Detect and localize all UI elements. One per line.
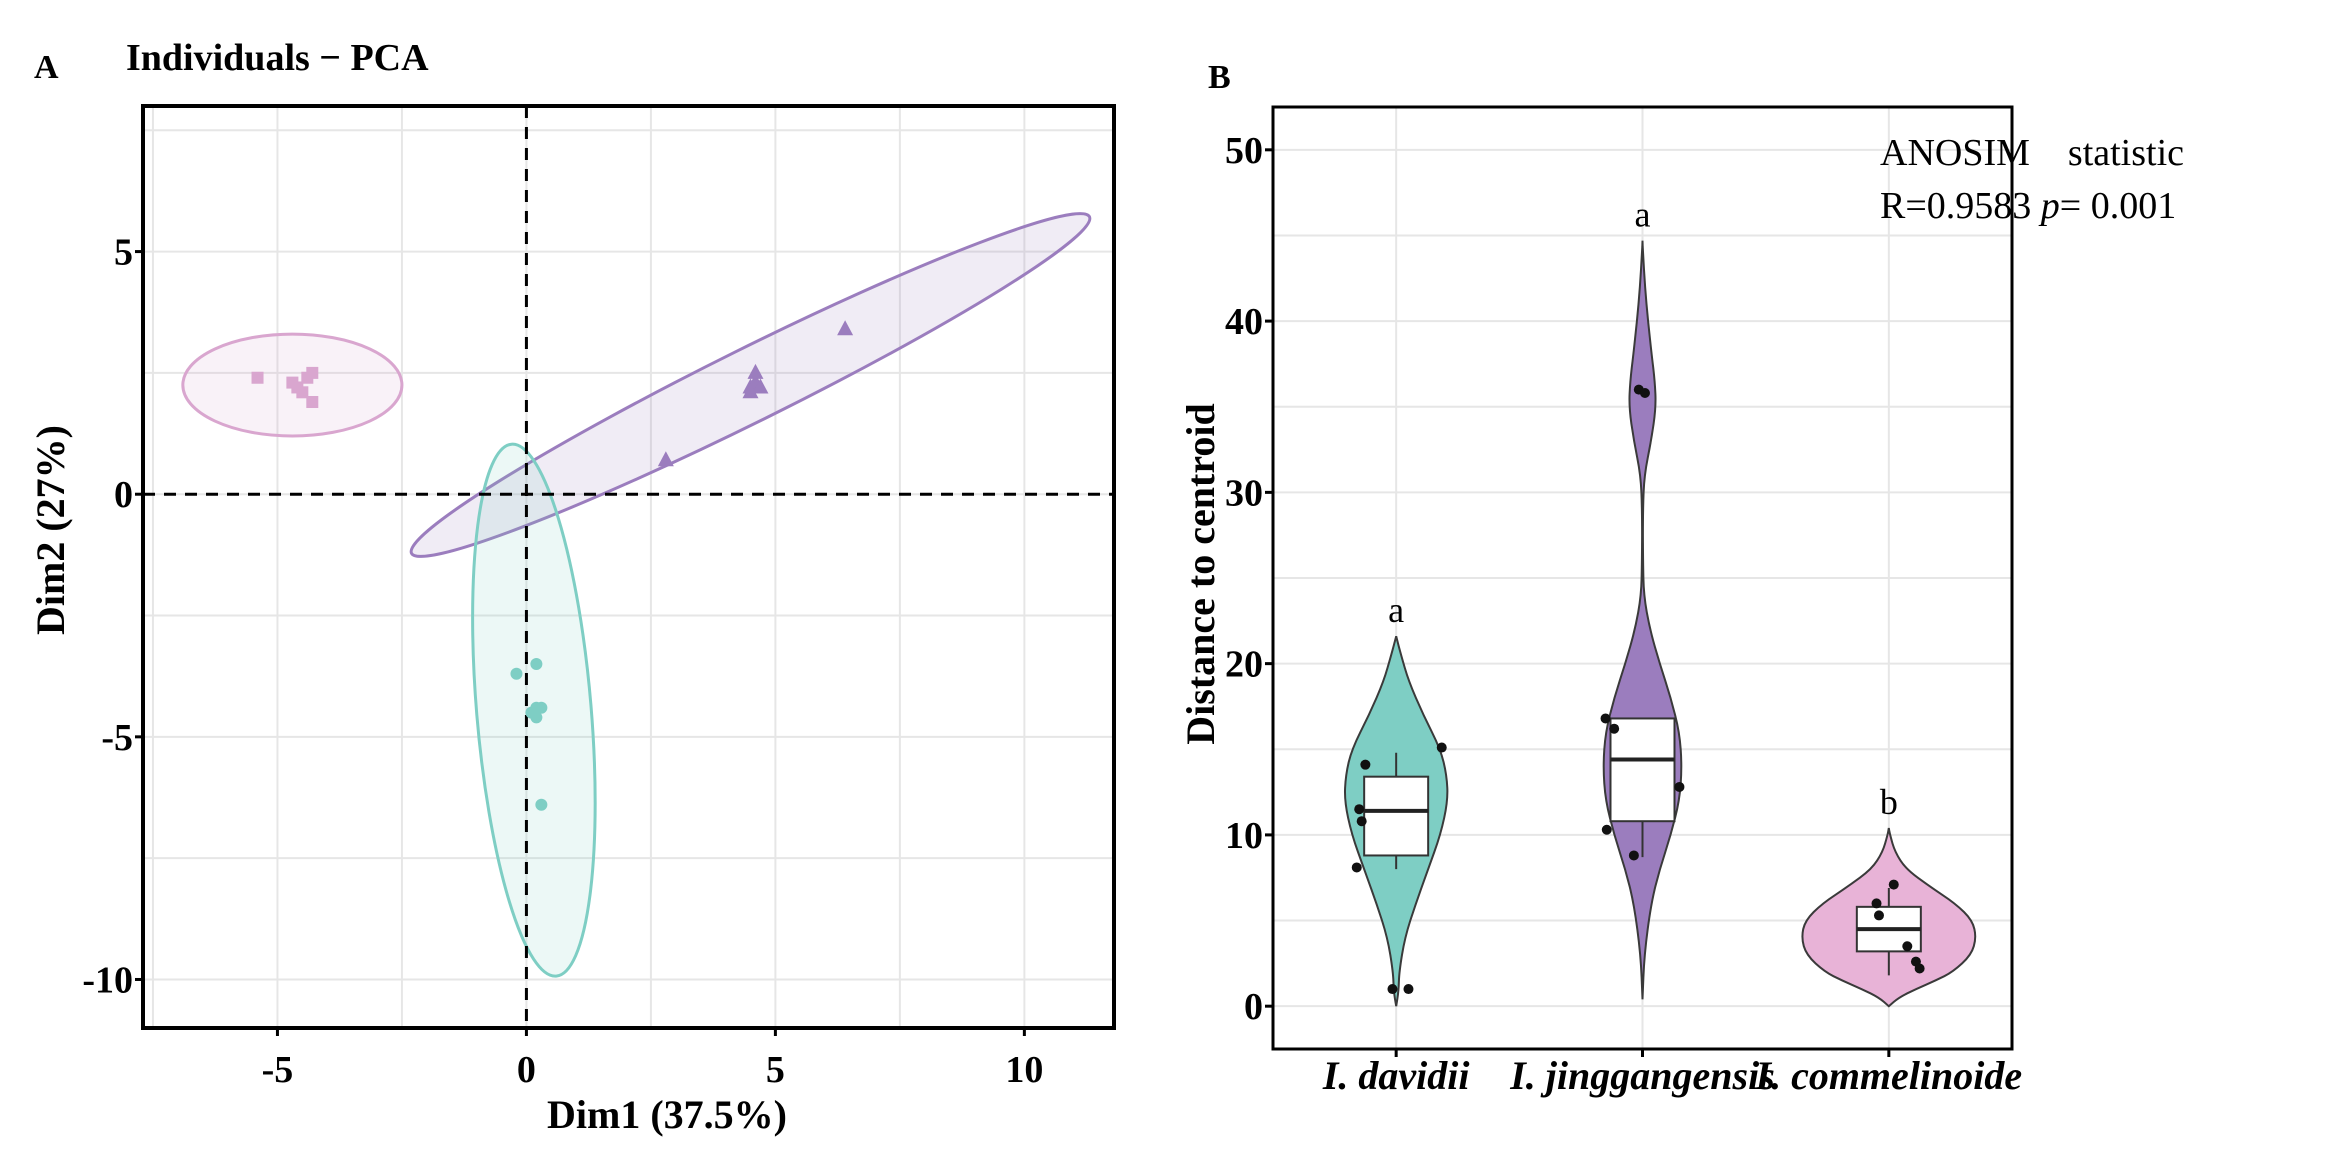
violin-y-ticks: 0 10 20 30 40 50 xyxy=(1225,130,1273,1028)
pca-point-square xyxy=(251,371,264,384)
pca-point-square xyxy=(296,386,309,399)
violin-x-tick-label: I. jinggangensis xyxy=(1509,1053,1775,1098)
violin-data-point xyxy=(1356,816,1367,827)
violin-data-point xyxy=(1600,713,1611,724)
pca-point-triangle xyxy=(752,378,769,394)
violin-data-point xyxy=(1601,824,1612,835)
pca-point-circle xyxy=(535,798,548,811)
violin-data-point xyxy=(1902,941,1913,952)
violin-x-tick-label: I. commelinoide xyxy=(1755,1053,2023,1098)
pca-x-axis-label: Dim1 (37.5%) xyxy=(547,1092,787,1137)
box-iqr xyxy=(1609,717,1676,823)
violin-data-point xyxy=(1873,910,1884,921)
violins xyxy=(1343,240,1977,1008)
significance-letter: a xyxy=(1388,590,1404,630)
violin-y-tick-label: 0 xyxy=(1244,986,1263,1028)
violin-y-tick-label: 20 xyxy=(1225,644,1263,686)
violin-data-point xyxy=(1354,804,1365,815)
pca-y-ticks: 5 0 -5 -10 xyxy=(82,232,143,1001)
violin-data-point xyxy=(1871,898,1882,909)
pca-y-tick-label: -5 xyxy=(101,717,133,759)
pca-gridlines xyxy=(143,106,1114,1028)
pca-y-tick-label: 0 xyxy=(114,474,133,516)
pca-point-circle xyxy=(530,658,543,671)
panel-a: A Individuals − PCA -5 0 5 10 5 0 -5 -10 Dim1 … xyxy=(28,37,1116,1137)
violin-points xyxy=(1351,384,1925,995)
violin-data-point xyxy=(1639,388,1650,399)
violin-data-point xyxy=(1914,963,1925,974)
violin-2 xyxy=(1602,240,1683,1000)
pca-x-tick-label: -5 xyxy=(262,1049,294,1091)
pca-point-triangle xyxy=(837,320,854,336)
panel-b-label: B xyxy=(1208,59,1231,96)
significance-letter: a xyxy=(1635,195,1651,235)
violin-data-point xyxy=(1888,879,1899,890)
pca-points xyxy=(251,320,854,811)
violin-data-point xyxy=(1609,723,1620,734)
violin-data-point xyxy=(1403,984,1414,995)
pca-title: Individuals − PCA xyxy=(126,37,429,79)
pca-point-square xyxy=(306,366,319,379)
pca-point-triangle xyxy=(657,451,674,467)
anosim-label: ANOSIM statistic xyxy=(1880,132,2184,174)
pca-x-tick-label: 5 xyxy=(766,1049,785,1091)
anosim-r-value: R=0.9583 xyxy=(1880,185,2041,227)
violin-data-point xyxy=(1360,759,1371,770)
panel-b: B a a b 0 10 20 30 40 50 I. davidii I. jinggange… xyxy=(1178,59,2184,1098)
box-iqr xyxy=(1363,775,1430,857)
violin-y-tick-label: 30 xyxy=(1225,472,1263,514)
anosim-p-value: = 0.001 xyxy=(2060,185,2176,227)
pca-plot-frame xyxy=(141,104,1116,1030)
anosim-p-symbol: p xyxy=(2038,185,2060,227)
pca-y-axis-label: Dim2 (27%) xyxy=(28,425,73,635)
pca-point-triangle xyxy=(742,383,759,399)
violin-data-point xyxy=(1387,984,1398,995)
significance-letters: a a b xyxy=(1388,195,1898,822)
violin-data-point xyxy=(1674,781,1685,792)
pca-x-tick-label: 10 xyxy=(1005,1049,1043,1091)
violin-y-tick-label: 10 xyxy=(1225,815,1263,857)
pca-point-circle xyxy=(510,667,523,680)
violin-data-point xyxy=(1351,862,1362,873)
pca-reference-lines xyxy=(143,106,1114,1028)
pca-y-tick-label: 5 xyxy=(114,232,133,274)
violin-y-tick-label: 40 xyxy=(1225,301,1263,343)
panel-a-label: A xyxy=(34,49,59,86)
pca-x-tick-label: 0 xyxy=(517,1049,536,1091)
pca-point-square xyxy=(306,396,319,409)
pca-ellipses xyxy=(181,212,1092,978)
violin-data-point xyxy=(1628,850,1639,861)
pca-point-circle xyxy=(535,701,548,714)
violin-x-tick-label: I. davidii xyxy=(1322,1053,1470,1098)
anosim-result: R=0.9583 p= 0.001 xyxy=(1880,185,2176,227)
violin-data-point xyxy=(1436,742,1447,753)
violin-y-tick-label: 50 xyxy=(1225,130,1263,172)
pca-x-ticks: -5 0 5 10 xyxy=(262,1028,1043,1091)
pca-point-triangle xyxy=(747,363,764,379)
significance-letter: b xyxy=(1880,782,1898,822)
violin-y-axis-label: Distance to centroid xyxy=(1178,403,1223,744)
pca-point-circle xyxy=(530,711,543,724)
pca-y-tick-label: -10 xyxy=(82,959,133,1001)
